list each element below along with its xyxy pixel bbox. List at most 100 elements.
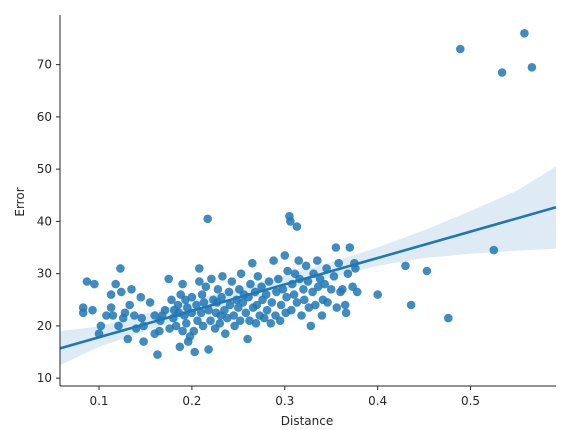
data-point-95 <box>241 308 251 318</box>
data-point-24 <box>137 313 146 323</box>
data-point-11 <box>108 311 118 320</box>
data-point-149 <box>317 311 327 320</box>
data-point-103 <box>251 319 261 328</box>
data-point-37 <box>167 295 176 305</box>
data-point-86 <box>229 311 238 320</box>
regression-line-layer <box>59 206 557 350</box>
data-point-112 <box>264 277 274 286</box>
data-point-138 <box>300 295 309 305</box>
data-point-21 <box>130 311 139 320</box>
data-point-99 <box>246 279 255 289</box>
data-point-139 <box>301 261 311 271</box>
data-point-65 <box>201 282 211 292</box>
data-point-133 <box>292 298 302 307</box>
y-tick-label: 50 <box>37 162 52 176</box>
data-point-177 <box>520 29 529 38</box>
data-point-84 <box>225 300 235 310</box>
data-point-79 <box>218 272 227 281</box>
data-point-120 <box>276 300 286 310</box>
x-tick-label: 0.2 <box>182 394 201 408</box>
data-point-143 <box>308 287 317 297</box>
data-point-111 <box>262 305 272 315</box>
data-point-57 <box>192 300 201 310</box>
data-point-147 <box>313 282 323 292</box>
data-point-113 <box>266 319 276 328</box>
x-axis-title: Distance <box>281 414 333 428</box>
data-point-29 <box>150 311 159 320</box>
data-point-14 <box>116 264 125 273</box>
x-tick-label: 0.1 <box>89 394 108 408</box>
data-point-27 <box>145 298 155 307</box>
data-point-12 <box>111 279 120 289</box>
data-point-156 <box>331 243 341 252</box>
data-point-137 <box>299 285 308 294</box>
data-point-35 <box>164 274 173 284</box>
data-point-121 <box>278 285 288 294</box>
data-point-85 <box>227 277 237 286</box>
y-axis-title: Error <box>13 187 27 216</box>
data-point-124 <box>282 292 291 302</box>
data-point-105 <box>253 272 263 281</box>
data-point-136 <box>297 311 306 320</box>
data-point-41 <box>173 300 183 310</box>
data-point-151 <box>320 279 330 289</box>
data-point-110 <box>261 290 271 299</box>
data-point-25 <box>139 337 148 346</box>
data-point-61 <box>196 308 206 318</box>
y-tick-label: 10 <box>37 371 52 385</box>
data-point-80 <box>220 305 229 315</box>
data-point-83 <box>224 287 234 297</box>
data-point-130 <box>289 290 299 299</box>
data-point-87 <box>230 321 239 331</box>
data-point-122 <box>280 251 290 260</box>
data-point-93 <box>238 298 248 307</box>
data-point-59 <box>195 277 204 286</box>
data-point-69 <box>206 316 215 326</box>
y-tick-label: 70 <box>37 58 52 72</box>
data-point-132 <box>292 222 302 231</box>
data-point-118 <box>274 274 283 284</box>
data-point-168 <box>352 287 362 297</box>
data-point-75 <box>213 285 223 294</box>
data-point-160 <box>338 285 347 294</box>
data-point-173 <box>444 313 453 323</box>
data-point-114 <box>267 298 277 307</box>
data-point-13 <box>114 321 123 331</box>
data-point-104 <box>252 300 262 310</box>
data-point-45 <box>178 279 187 289</box>
data-point-19 <box>125 300 134 310</box>
data-point-107 <box>257 282 266 292</box>
data-point-145 <box>311 300 320 310</box>
data-point-153 <box>323 298 332 307</box>
y-tick-label: 40 <box>37 214 52 228</box>
data-point-15 <box>117 287 126 297</box>
data-point-60 <box>195 264 204 273</box>
data-point-154 <box>326 285 336 294</box>
data-point-10 <box>106 303 116 312</box>
data-point-66 <box>203 214 212 224</box>
data-point-92 <box>236 269 246 279</box>
data-point-64 <box>199 298 209 307</box>
y-tick-label: 60 <box>37 110 52 124</box>
data-point-162 <box>341 308 351 318</box>
x-axis-ticks: 0.1 0.2 0.3 0.4 0.5 <box>89 386 480 408</box>
data-point-178 <box>527 63 537 72</box>
data-point-175 <box>489 245 499 255</box>
data-point-36 <box>165 324 174 333</box>
data-point-170 <box>401 261 410 271</box>
data-point-63 <box>198 321 208 331</box>
data-point-142 <box>306 321 316 331</box>
regression-line <box>59 206 557 350</box>
data-point-23 <box>136 292 146 302</box>
data-point-174 <box>456 44 465 54</box>
data-point-76 <box>215 319 225 328</box>
data-point-18 <box>123 334 133 344</box>
data-point-176 <box>497 68 507 77</box>
data-point-34 <box>160 305 170 315</box>
data-point-3 <box>82 277 92 286</box>
data-point-117 <box>272 287 281 297</box>
data-point-169 <box>373 290 383 299</box>
data-point-134 <box>294 256 304 265</box>
data-point-155 <box>329 272 339 281</box>
